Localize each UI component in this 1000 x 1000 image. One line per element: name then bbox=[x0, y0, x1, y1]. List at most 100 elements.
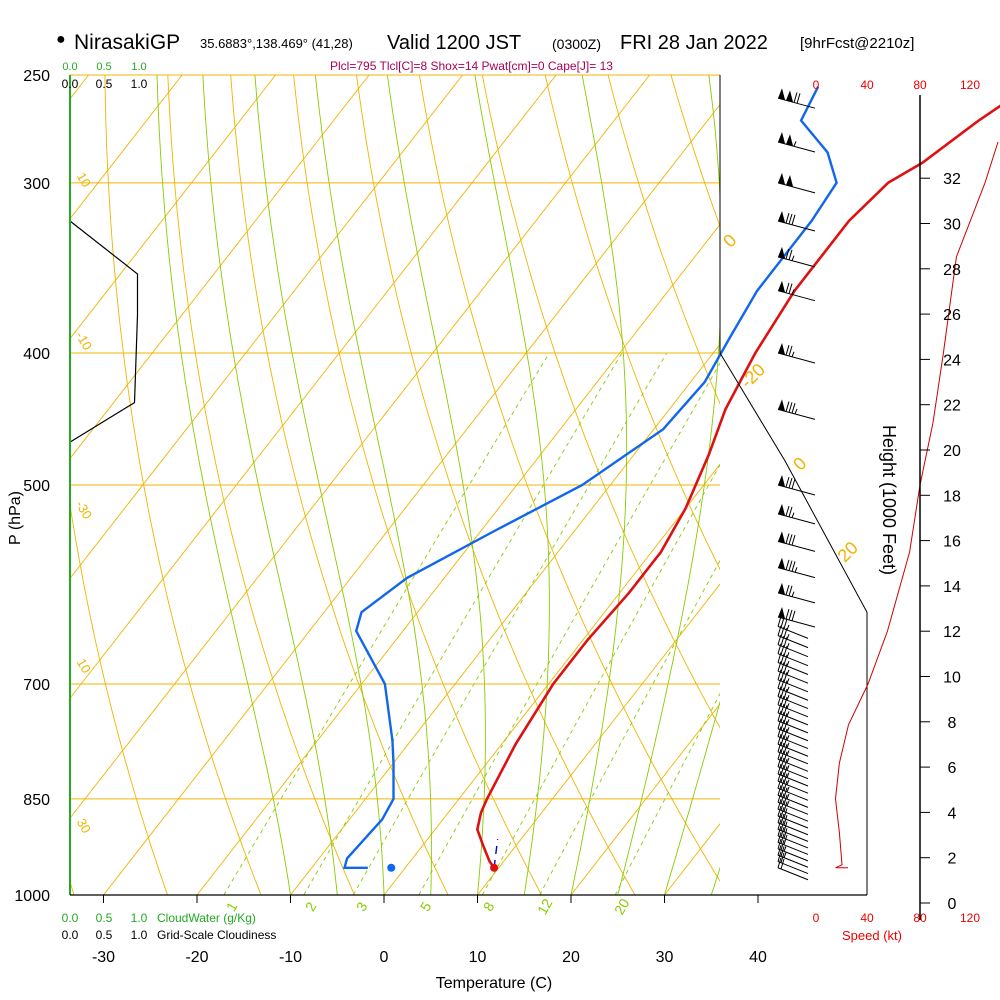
wind-barb-pennant bbox=[786, 134, 793, 146]
wind-barb-pennant bbox=[786, 90, 793, 102]
wind-barb-halfflag bbox=[786, 750, 790, 756]
x-tick-label: -20 bbox=[185, 949, 208, 966]
y-tick-label: 300 bbox=[23, 176, 50, 193]
wind-barb-halfflag bbox=[791, 289, 795, 295]
wind-barb bbox=[777, 841, 809, 855]
wind-barb-flag bbox=[780, 711, 785, 723]
cloud-water-tick-bottom: 0.5 bbox=[96, 911, 113, 925]
mixing-ratio-line bbox=[352, 352, 668, 895]
wind-barb-halfflag bbox=[786, 652, 790, 658]
wind-barb-pennant bbox=[778, 582, 785, 595]
mixing-ratio-label: 8 bbox=[480, 899, 498, 914]
wind-barb bbox=[777, 182, 816, 194]
wind-barb-flag bbox=[783, 801, 788, 812]
wind-barb-flag bbox=[788, 345, 793, 357]
cloud-water-tick-top: 0.5 bbox=[96, 61, 111, 73]
height-tick-label: 2 bbox=[948, 851, 957, 868]
wind-barb bbox=[777, 592, 816, 604]
height-tick-label: 28 bbox=[943, 262, 961, 279]
wind-barb bbox=[777, 835, 809, 849]
cloud-water-tick-top: 1.0 bbox=[131, 61, 146, 73]
isotherm-line bbox=[477, 583, 720, 895]
wind-barb-flag bbox=[788, 477, 793, 489]
wind-barb-flag bbox=[783, 713, 788, 724]
wind-barb bbox=[777, 848, 809, 862]
isotherm-line bbox=[70, 75, 183, 220]
wind-barb-flag bbox=[780, 617, 785, 628]
mixing-ratio-label: 3 bbox=[353, 899, 371, 914]
wind-barb-halfflag bbox=[791, 255, 795, 261]
wind-barb-flag bbox=[791, 561, 796, 572]
wind-barb-pennant bbox=[778, 606, 785, 619]
wind-barb-flag bbox=[780, 757, 785, 769]
wind-barb-flag bbox=[780, 662, 785, 673]
wind-barb-flag bbox=[780, 820, 785, 831]
cloudiness-tick-bottom: 0.5 bbox=[96, 928, 113, 942]
wind-barb-flag bbox=[777, 702, 782, 714]
wind-barb-flag bbox=[777, 825, 782, 837]
moist-adiabat bbox=[386, 75, 486, 895]
wind-barb-halfflag bbox=[786, 678, 790, 684]
wind-barb-flag bbox=[785, 401, 790, 412]
dry-adiabat bbox=[607, 75, 720, 405]
height-tick-label: 20 bbox=[943, 443, 961, 460]
isotherm-label: 0 bbox=[789, 453, 810, 474]
wind-barb-flag bbox=[777, 741, 782, 752]
speed-tick-bottom: 0 bbox=[813, 911, 820, 925]
wind-barb-halfflag bbox=[794, 567, 798, 573]
wind-barb bbox=[777, 687, 809, 701]
wind-barb-flag bbox=[783, 697, 788, 708]
dry-adiabat bbox=[544, 75, 720, 571]
wind-barb-flag bbox=[777, 694, 782, 705]
wind-barb bbox=[777, 696, 809, 710]
height-tick-label: 10 bbox=[943, 670, 961, 687]
dry-adiabat bbox=[104, 75, 262, 895]
wind-barb bbox=[777, 736, 809, 750]
x-tick-label: 0 bbox=[380, 949, 389, 966]
wind-barb-flag bbox=[780, 827, 785, 838]
wind-barb-flag bbox=[788, 213, 793, 225]
isotherm-line bbox=[70, 75, 370, 460]
wind-barb bbox=[777, 867, 809, 881]
speed-tick-top: 120 bbox=[960, 78, 980, 92]
wind-barb-flag bbox=[780, 779, 785, 790]
wind-barb-flag bbox=[783, 780, 788, 791]
station-coords: 35.6883°,138.469° (41,28) bbox=[200, 36, 353, 51]
wind-barb-flag bbox=[780, 670, 785, 682]
wind-barb-flag bbox=[783, 808, 788, 819]
height-axis-title: Height (1000 Feet) bbox=[879, 425, 899, 575]
wind-barb-flag bbox=[788, 402, 793, 413]
height-tick-label: 16 bbox=[943, 534, 961, 551]
wind-barb-flag bbox=[780, 703, 785, 715]
valid-time: Valid 1200 JST bbox=[387, 32, 522, 54]
wind-barb-flag bbox=[783, 672, 788, 683]
wind-barb-flag bbox=[783, 794, 788, 805]
wind-barb-halfflag bbox=[786, 757, 790, 764]
dry-adiabat bbox=[418, 75, 720, 882]
wind-barb bbox=[777, 822, 809, 836]
wind-barb-flag bbox=[780, 727, 785, 738]
wind-barb-pennant bbox=[778, 172, 785, 185]
wind-barb-flag bbox=[783, 744, 788, 755]
surface-dewpoint-point bbox=[387, 863, 396, 872]
wind-barb bbox=[777, 97, 816, 109]
dry-adiabat bbox=[167, 75, 355, 895]
wind-barb bbox=[777, 720, 809, 734]
y-tick-label: 1000 bbox=[14, 888, 50, 905]
dry-adiabat-lines bbox=[70, 75, 720, 895]
wind-barb-pennant bbox=[778, 475, 785, 487]
wind-barb-flag bbox=[777, 718, 782, 729]
wind-barb bbox=[777, 828, 809, 842]
wind-barb bbox=[777, 513, 816, 525]
parcel-path bbox=[493, 839, 499, 868]
isotherm-label: 30 bbox=[74, 816, 94, 836]
mixing-ratio-label: 12 bbox=[534, 896, 556, 918]
wind-barb-halfflag bbox=[786, 786, 790, 793]
wind-barb-flag bbox=[791, 478, 796, 489]
moist-adiabat bbox=[710, 866, 720, 895]
x-tick-label: 40 bbox=[749, 949, 767, 966]
moist-adiabat bbox=[202, 75, 338, 895]
wind-barb-flag bbox=[777, 845, 782, 856]
wind-barb-halfflag bbox=[791, 591, 795, 597]
